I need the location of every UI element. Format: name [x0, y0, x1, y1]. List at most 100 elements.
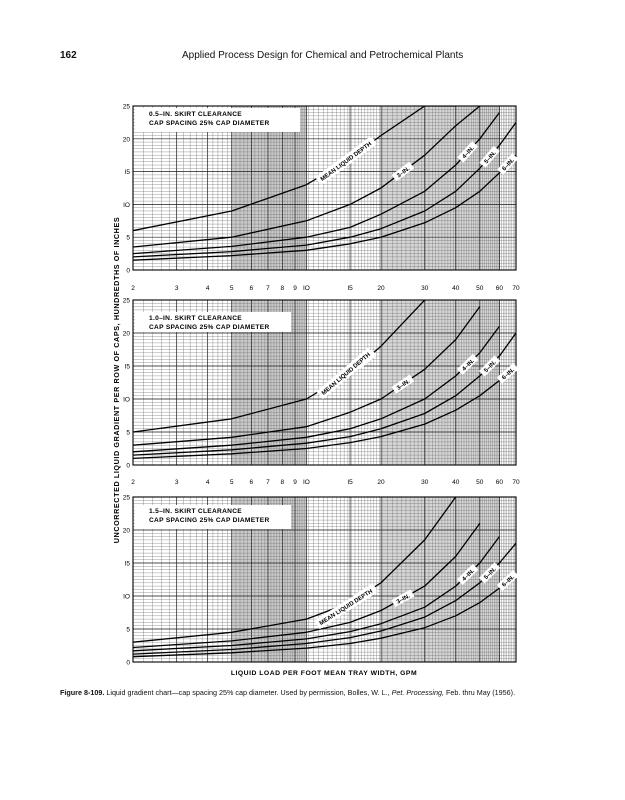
x-tick-label: 8	[281, 285, 285, 292]
curve-family-label-bg	[316, 347, 375, 400]
panel-title: 1.5–IN. SKIRT CLEARANCE	[149, 508, 242, 515]
series-line	[133, 572, 516, 658]
caption-text: Liquid gradient chart—cap spacing 25% ca…	[106, 688, 390, 697]
panel-title: 1.0–IN. SKIRT CLEARANCE	[149, 315, 242, 322]
x-tick-label: 3	[175, 285, 179, 292]
series-label-bg	[496, 363, 519, 384]
x-tick-label: 4	[206, 285, 210, 292]
x-tick-label: 5	[230, 285, 234, 292]
y-tick-label: 25	[123, 495, 131, 502]
series-label-bg	[457, 353, 479, 375]
y-axis-label: UNCORRECTED LIQUID GRADIENT PER ROW OF C…	[112, 217, 121, 544]
x-tick-label: 8	[281, 479, 285, 486]
x-tick-label: 9	[293, 285, 297, 292]
x-tick-label: IO	[303, 285, 310, 292]
x-tick-label: 60	[496, 479, 504, 486]
plot-frame	[132, 299, 517, 466]
x-tick-label: 2	[131, 285, 135, 292]
y-tick-label: I5	[125, 561, 131, 568]
panel-title: 0.5–IN. SKIRT CLEARANCE	[149, 111, 242, 118]
curve-family-label-bg	[314, 584, 377, 630]
x-tick-label: 4	[206, 479, 210, 486]
x-tick-label: 2	[131, 479, 135, 486]
series-label-bg	[479, 355, 501, 377]
chart-panel-2: 05IOI5202523456789IOI52030405060702–IN.M…	[123, 298, 520, 487]
y-tick-label: 25	[123, 298, 131, 305]
y-tick-label: 5	[126, 235, 130, 242]
x-tick-label: 20	[377, 479, 385, 486]
panel-title-box	[135, 108, 300, 132]
series-label-bg	[391, 374, 415, 394]
y-tick-label: IO	[123, 202, 130, 209]
x-tick-label: 50	[476, 285, 484, 292]
caption-journal: Pet. Processing,	[391, 688, 444, 697]
y-tick-label: 20	[123, 528, 131, 535]
panel-subtitle: CAP SPACING 25% CAP DIAMETER	[149, 324, 270, 331]
curve-family-label: MEAN LIQUID DEPTH	[319, 589, 374, 627]
series-label-bg	[497, 153, 519, 175]
series-line	[133, 365, 516, 460]
x-tick-label: 70	[512, 479, 520, 486]
x-tick-label: 6	[250, 479, 254, 486]
series-label-bg	[457, 141, 479, 163]
page-header: 162 Applied Process Design for Chemical …	[0, 50, 625, 70]
x-tick-label: 40	[452, 479, 460, 486]
curve-family-label-group: MEAN LIQUID DEPTH	[316, 347, 375, 400]
figure-caption: Figure 8-109. Liquid gradient chart—cap …	[60, 688, 600, 697]
plot-frame	[132, 496, 517, 663]
series-line	[133, 523, 481, 649]
curve-family-label-bg	[315, 136, 376, 186]
y-tick-label: 0	[126, 463, 130, 470]
x-tick-label: 30	[421, 479, 429, 486]
curve-family-label-group: MEAN LIQUID DEPTH	[315, 136, 376, 186]
x-tick-label: 50	[476, 479, 484, 486]
series-line	[133, 106, 481, 248]
series-label-bg	[479, 562, 501, 584]
y-tick-label: I5	[125, 169, 131, 176]
x-tick-label: 60	[496, 285, 504, 292]
y-tick-label: 0	[126, 660, 130, 667]
x-axis-label: LIQUID LOAD PER FOOT MEAN TRAY WIDTH, GP…	[231, 670, 417, 677]
y-tick-label: 0	[126, 268, 130, 275]
x-tick-label: 6	[250, 285, 254, 292]
x-tick-label: I5	[347, 479, 353, 486]
x-tick-label: 9	[293, 479, 297, 486]
y-tick-label: 20	[123, 136, 131, 143]
x-tick-label: 40	[452, 285, 460, 292]
y-tick-label: IO	[123, 594, 130, 601]
y-tick-label: 5	[126, 627, 130, 634]
x-tick-label: 7	[266, 285, 270, 292]
y-tick-label: I5	[125, 364, 131, 371]
panel-subtitle: CAP SPACING 25% CAP DIAMETER	[149, 517, 270, 524]
y-tick-label: 20	[123, 331, 131, 338]
x-tick-label: 5	[230, 479, 234, 486]
x-tick-label: 30	[421, 285, 429, 292]
series-label-bg	[479, 145, 500, 168]
panel-subtitle: CAP SPACING 25% CAP DIAMETER	[149, 120, 270, 127]
series-line	[133, 154, 516, 261]
series-label-bg	[457, 563, 479, 586]
y-tick-label: 5	[126, 430, 130, 437]
series-label-bg	[496, 570, 519, 591]
plot-frame	[132, 105, 517, 271]
page-number: 162	[60, 50, 77, 61]
y-tick-label: IO	[123, 397, 130, 404]
x-tick-label: IO	[303, 479, 310, 486]
panel-title-box	[135, 505, 291, 529]
caption-label: Figure 8-109.	[60, 688, 105, 697]
x-tick-label: I5	[347, 285, 353, 292]
x-tick-label: 3	[175, 479, 179, 486]
x-tick-label: 7	[266, 479, 270, 486]
book-title: Applied Process Design for Chemical and …	[182, 50, 464, 61]
panel-title-box	[135, 312, 291, 332]
series-line	[133, 306, 481, 446]
curve-family-label: MEAN LIQUID DEPTH	[321, 352, 372, 397]
series-label-bg	[391, 161, 415, 182]
series-label-bg	[391, 589, 415, 608]
x-tick-label: 70	[512, 285, 520, 292]
x-tick-label: 20	[377, 285, 385, 292]
chart-panel-1: 05IOI5202523456789IOI52030405060702–IN.M…	[123, 104, 520, 293]
caption-tail: Feb. thru May (1956).	[445, 688, 516, 697]
